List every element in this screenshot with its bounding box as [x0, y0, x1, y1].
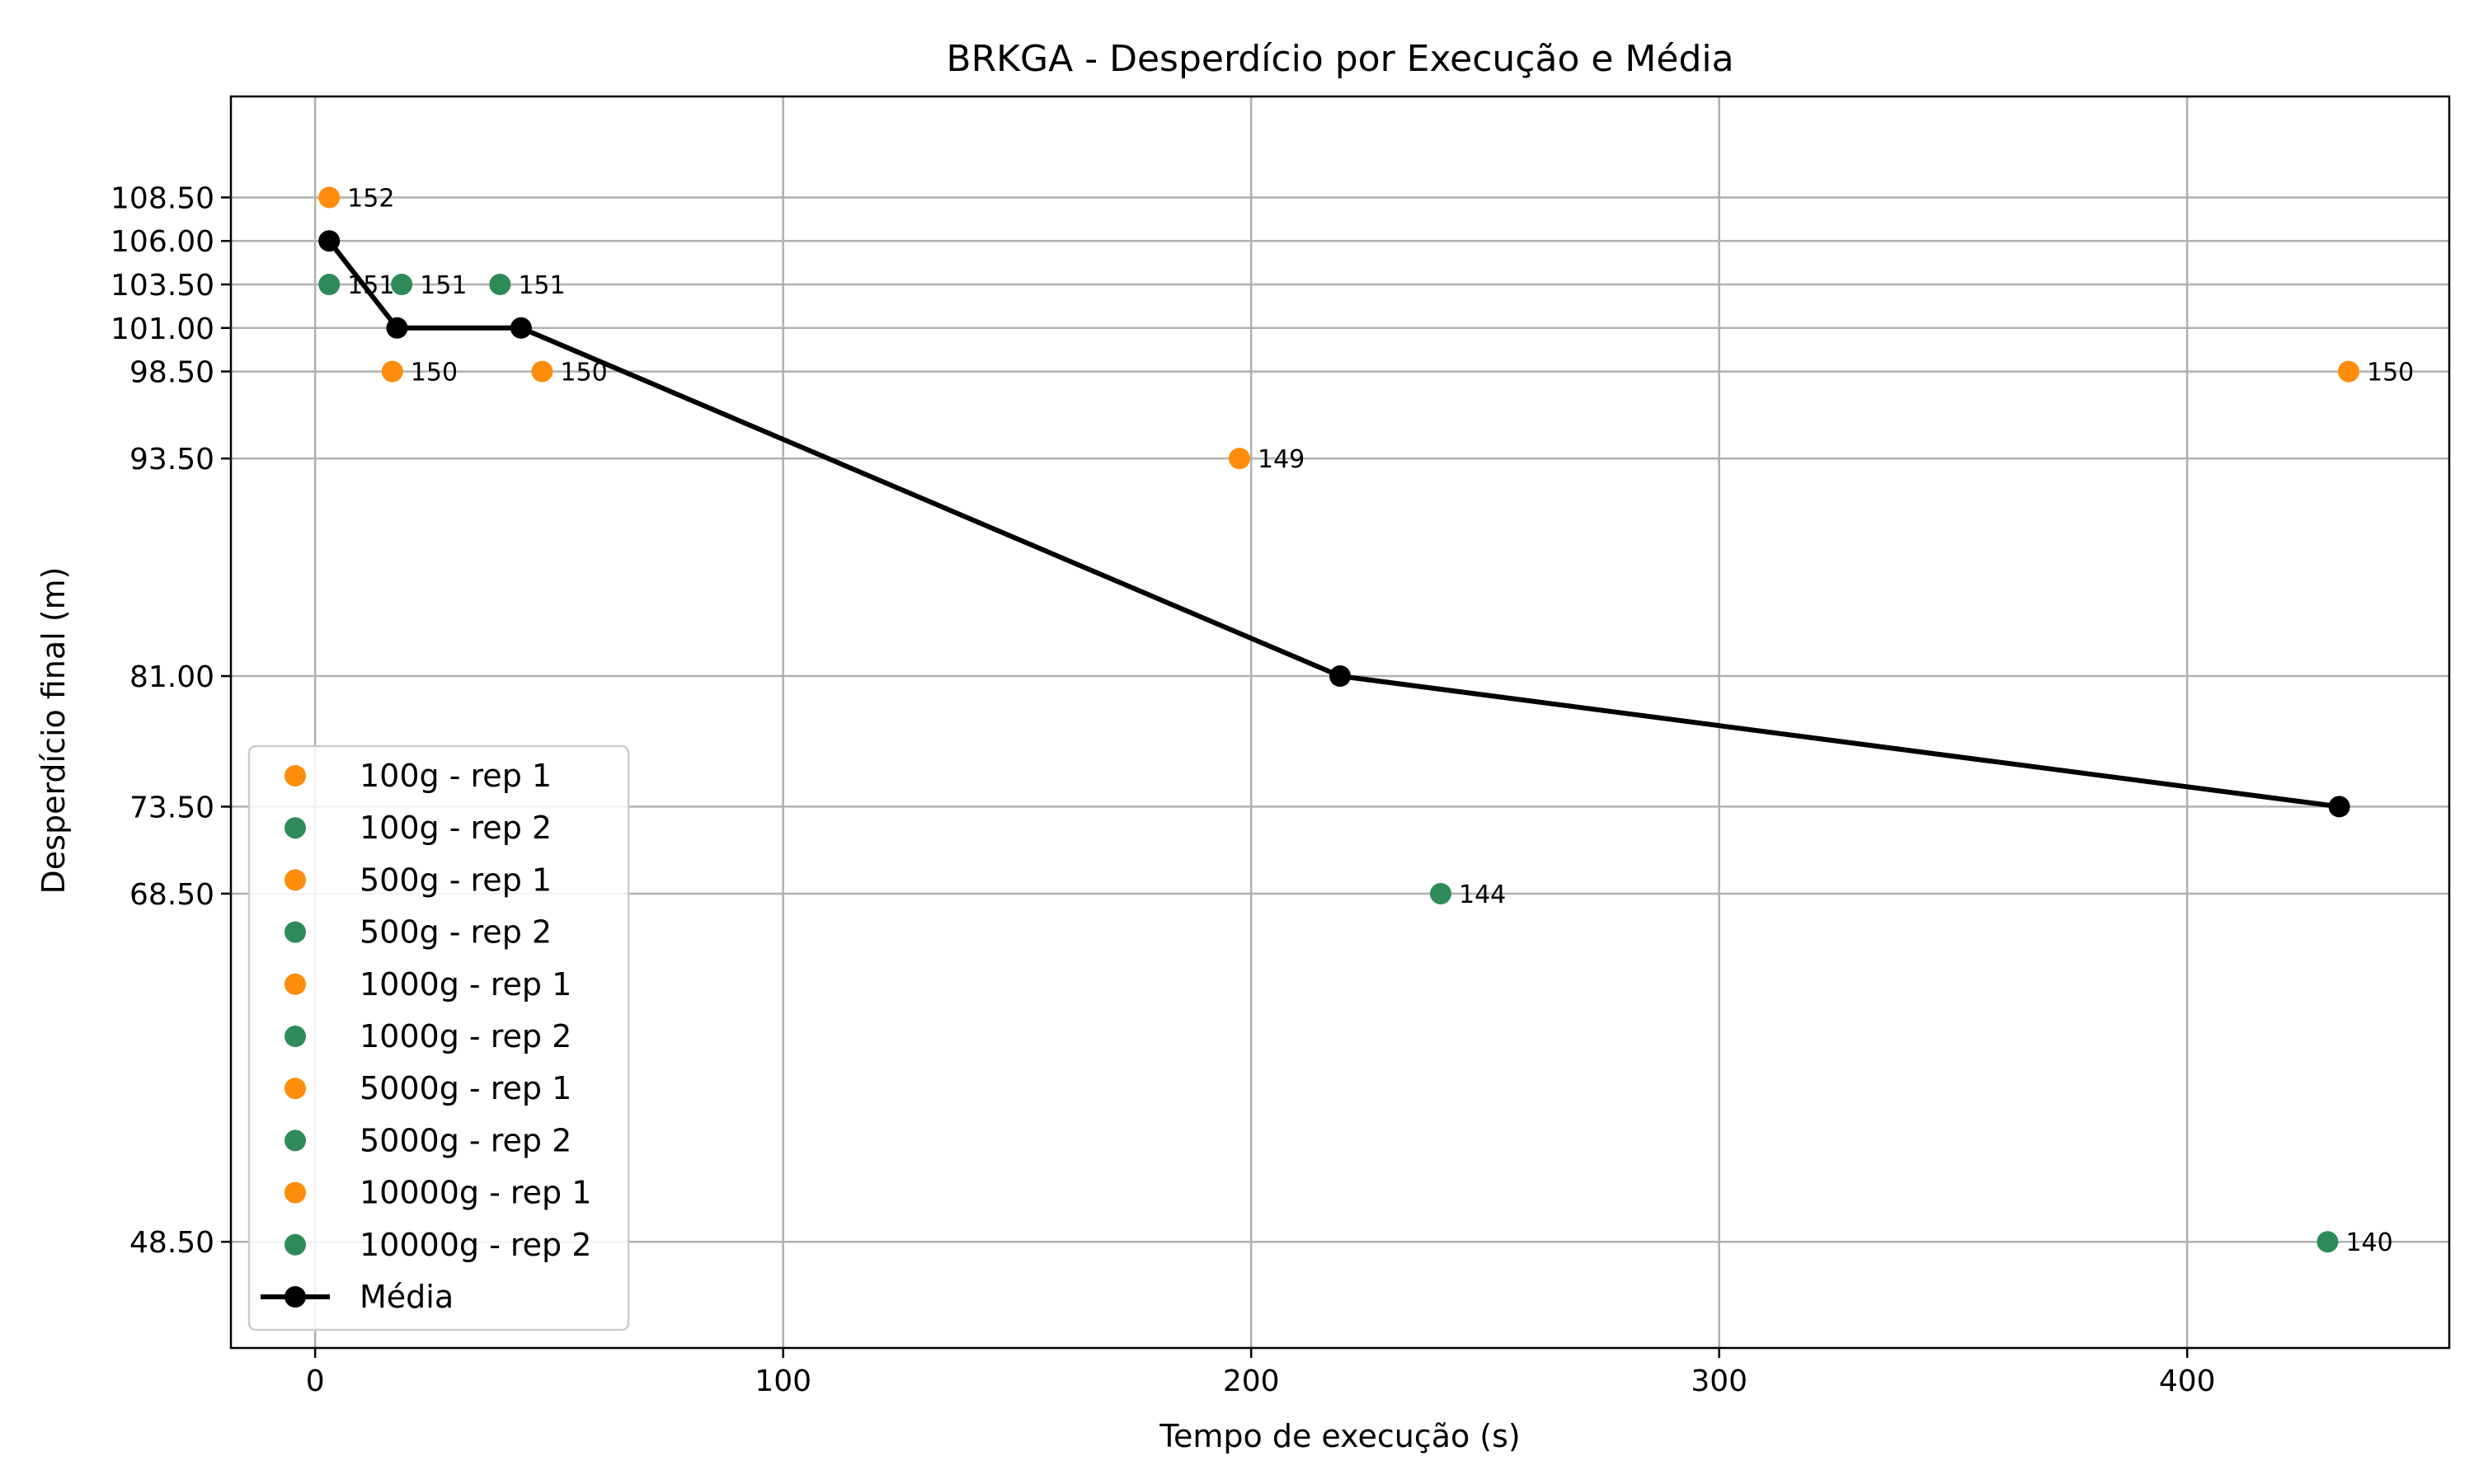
legend-swatch	[285, 1026, 306, 1047]
data-point	[1430, 882, 1452, 904]
mean-point	[318, 230, 341, 252]
data-label: 150	[411, 359, 458, 387]
y-axis-label: Desperdício final (m)	[35, 567, 72, 895]
data-label: 149	[1258, 445, 1305, 474]
y-tick-label: 73.50	[129, 791, 214, 824]
y-tick-label: 108.50	[111, 181, 214, 215]
y-tick-label: 68.50	[129, 878, 214, 912]
legend-swatch	[285, 921, 306, 943]
legend-label: 10000g - rep 1	[360, 1175, 591, 1211]
legend-label: 1000g - rep 1	[360, 966, 571, 1003]
mean-point	[2328, 796, 2350, 818]
legend-swatch	[285, 817, 306, 839]
y-tick-label: 106.00	[111, 225, 214, 259]
data-label: 144	[1459, 881, 1506, 909]
y-tick-label: 98.50	[129, 356, 214, 390]
legend-label: 5000g - rep 2	[360, 1122, 571, 1158]
data-point	[2337, 360, 2359, 383]
legend-swatch	[285, 1286, 306, 1308]
legend-swatch	[285, 1233, 306, 1256]
legend-swatch	[285, 869, 306, 891]
data-point	[489, 274, 511, 296]
y-tick-label: 93.50	[129, 443, 214, 477]
data-label: 152	[347, 184, 394, 213]
data-point	[318, 186, 341, 209]
plot-area: 0 100 200 300 400 48.50 68.50 73.50 81.00 93.50 98…	[111, 95, 2451, 1398]
data-label: 151	[518, 271, 565, 300]
y-tick-label: 48.50	[129, 1226, 214, 1260]
legend-swatch	[285, 1181, 306, 1204]
data-label: 140	[2345, 1228, 2392, 1257]
legend-label: 500g - rep 1	[360, 862, 552, 898]
legend-swatch	[285, 765, 306, 787]
mean-point	[510, 317, 532, 339]
data-point	[391, 274, 413, 296]
legend-label: 10000g - rep 2	[360, 1227, 591, 1263]
y-tick-label: 101.00	[111, 312, 214, 346]
chart-title: BRKGA - Desperdício por Execução e Média	[946, 38, 1733, 80]
plot-frame	[229, 95, 2451, 1350]
x-tick-label: 0	[306, 1364, 325, 1398]
data-point	[1228, 448, 1250, 470]
legend-swatch	[285, 973, 306, 995]
data-point	[381, 360, 403, 383]
x-tick-label: 400	[2159, 1364, 2216, 1398]
mean-point	[386, 317, 408, 339]
legend-label: Média	[360, 1279, 454, 1315]
legend-label: 5000g - rep 1	[360, 1070, 571, 1106]
x-tick-label: 200	[1223, 1364, 1280, 1398]
legend-swatch	[285, 1078, 306, 1100]
mean-point	[1329, 665, 1351, 688]
data-label: 150	[2367, 359, 2414, 387]
y-tick-label: 81.00	[129, 660, 214, 694]
data-point	[318, 274, 341, 296]
data-point	[2316, 1231, 2339, 1253]
legend-label: 1000g - rep 2	[360, 1018, 571, 1054]
legend-label: 100g - rep 2	[360, 810, 552, 846]
x-tick-label: 100	[755, 1364, 811, 1398]
legend-label: 500g - rep 2	[360, 914, 552, 951]
y-tick-label: 103.50	[111, 269, 214, 303]
data-label: 151	[420, 271, 467, 300]
data-point	[531, 360, 553, 383]
legend-label: 100g - rep 1	[360, 758, 552, 794]
x-axis-label: Tempo de execução (s)	[1159, 1418, 1521, 1454]
legend-swatch	[285, 1129, 306, 1152]
legend-box	[247, 744, 630, 1331]
x-tick-label: 300	[1691, 1364, 1747, 1398]
